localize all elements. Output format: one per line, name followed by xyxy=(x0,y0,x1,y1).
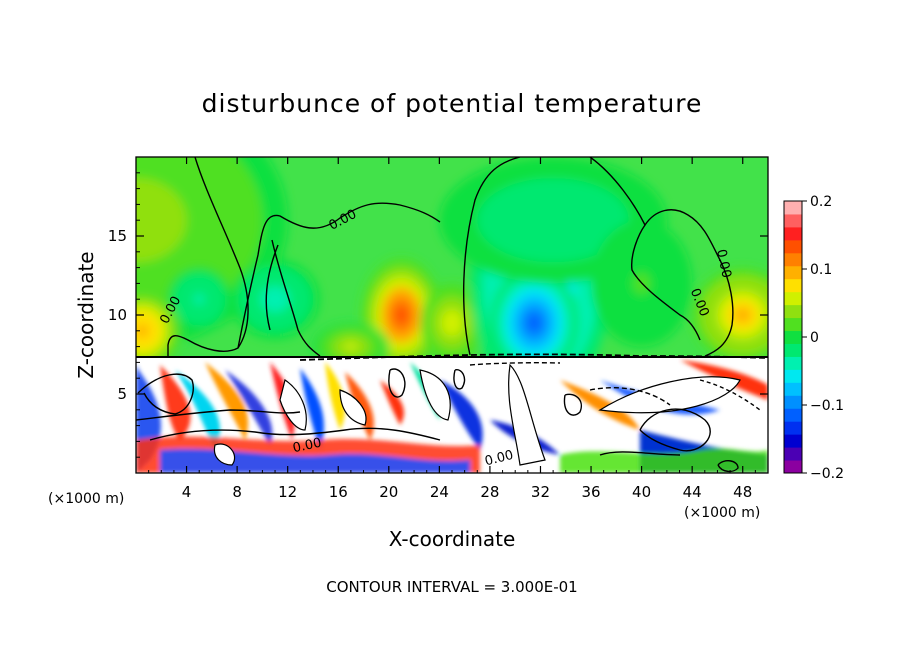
contour-label: 0.00 xyxy=(713,248,734,279)
field-blob xyxy=(394,305,409,325)
field-blob xyxy=(267,292,283,306)
colorbar-swatch xyxy=(784,201,802,215)
x-tick-label: 16 xyxy=(329,483,348,501)
field-blob xyxy=(136,199,162,242)
field-blob xyxy=(446,316,458,330)
contour-label: 0.00 xyxy=(291,436,322,457)
colorbar-swatch xyxy=(784,369,802,383)
contour-interval-note: CONTOUR INTERVAL = 3.000E-01 xyxy=(326,578,577,596)
x-axis-label: X-coordinate xyxy=(389,527,516,551)
colorbar-swatch xyxy=(784,343,802,357)
y-tick-label: 10 xyxy=(108,306,127,324)
colorbar-tick-label: 0.2 xyxy=(810,194,832,210)
x-unit-label: (×1000 m) xyxy=(684,505,760,521)
lower-layer xyxy=(136,357,768,473)
plot-area: 0.000.000.000.000.000.00 4 8 12 16 20 24 28 32 3… xyxy=(108,156,769,501)
y-unit-label: (×1000 m) xyxy=(48,491,124,507)
field-blob xyxy=(344,342,358,351)
colorbar-swatch xyxy=(784,291,802,306)
colorbar-swatch xyxy=(784,447,802,461)
x-tick-label: 4 xyxy=(182,483,192,501)
chart-title: disturbunce of potential temperature xyxy=(202,89,703,118)
lower-layer-white-cells xyxy=(213,363,741,466)
contour-label: 0.00 xyxy=(483,448,515,470)
x-tick-label: 12 xyxy=(278,483,297,501)
colorbar-swatch xyxy=(784,226,802,241)
colorbar-swatch xyxy=(784,330,802,344)
y-tick-label: 5 xyxy=(117,385,127,403)
x-tick-label: 40 xyxy=(632,483,651,501)
field-blob xyxy=(534,209,573,231)
x-tick-label: 36 xyxy=(581,483,600,501)
contour-lines xyxy=(136,157,768,473)
field-blob xyxy=(136,324,149,338)
colorbar-swatch xyxy=(784,213,802,228)
x-tick-label: 8 xyxy=(232,483,242,501)
colorbar-swatch xyxy=(784,421,802,435)
y-axis-label: Z-coordinate xyxy=(74,251,98,378)
x-tick-label: 48 xyxy=(733,483,752,501)
colorbar-swatch xyxy=(784,239,802,254)
y-tick-label: 15 xyxy=(108,227,127,245)
colorbar-tick-label: −0.1 xyxy=(810,398,844,414)
field-blob xyxy=(193,293,205,305)
field-blob xyxy=(526,313,542,333)
colorbar-swatch xyxy=(784,382,802,396)
x-tick-label: 24 xyxy=(430,483,449,501)
colorbar-tick-label: −0.2 xyxy=(810,466,844,482)
colorbar-tick-label: 0.1 xyxy=(810,262,832,278)
colorbar-swatch xyxy=(784,434,802,448)
y-ticks: 5 10 15 xyxy=(108,172,768,458)
colorbar-swatch xyxy=(784,395,802,409)
colorbar-swatch xyxy=(784,408,802,422)
field-blob xyxy=(734,307,752,323)
colorbar-tick-label: 0 xyxy=(810,330,819,346)
colorbar-swatch xyxy=(784,304,802,319)
x-tick-label: 44 xyxy=(683,483,702,501)
colorbar-swatch xyxy=(784,317,802,332)
colorbar-swatch xyxy=(784,278,802,293)
x-tick-label: 20 xyxy=(379,483,398,501)
colorbar-swatch xyxy=(784,252,802,267)
x-tick-label: 32 xyxy=(531,483,550,501)
x-tick-label: 28 xyxy=(480,483,499,501)
colorbar-swatch xyxy=(784,265,802,280)
colorbar-swatch xyxy=(784,356,802,370)
colorbar: 0.2 0.1 0 −0.1 −0.2 xyxy=(783,194,844,482)
x-ticks: 4 8 12 16 20 24 28 32 36 40 44 48 xyxy=(148,157,756,501)
colorbar-swatch xyxy=(784,460,802,474)
